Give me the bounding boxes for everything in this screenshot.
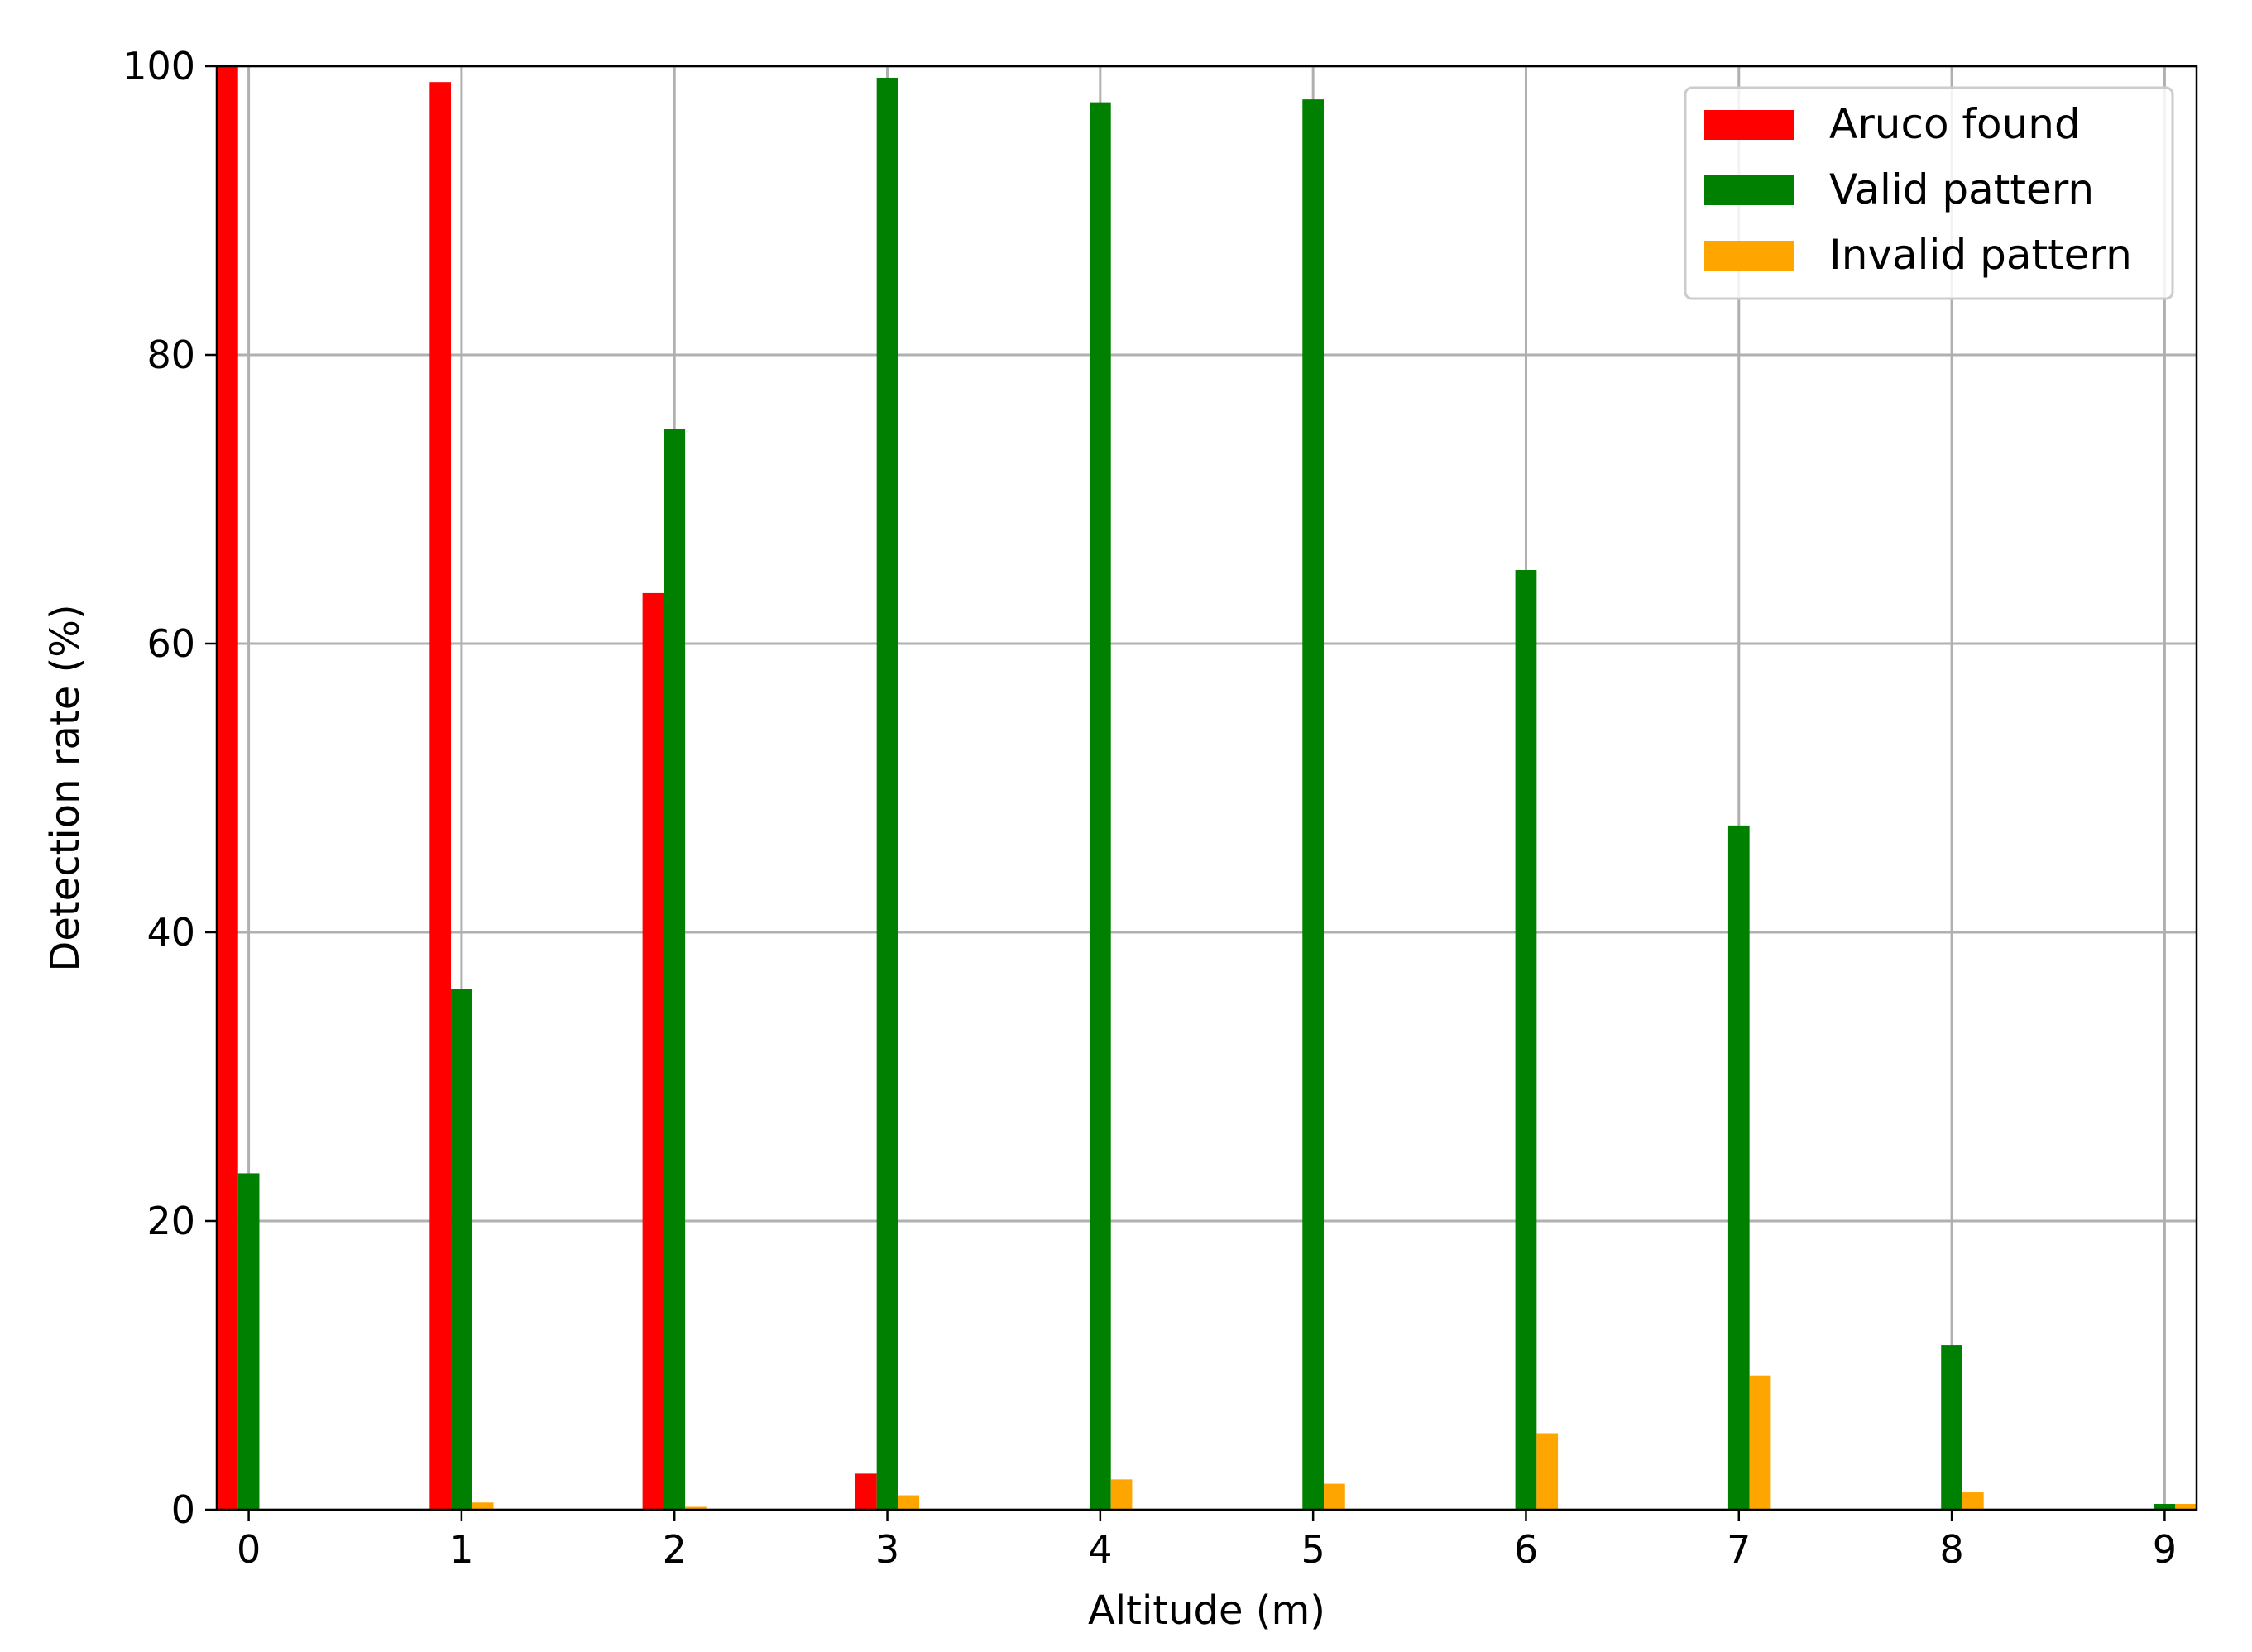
x-tick-label-7: 7 <box>1727 1527 1751 1572</box>
y-tick-label-20: 20 <box>146 1199 195 1243</box>
bar-invalid-pattern-9 <box>2175 1504 2197 1510</box>
x-tick-label-9: 9 <box>2153 1527 2177 1572</box>
legend-swatch-invalid-pattern <box>1704 241 1794 271</box>
y-axis-label: Detection rate (%) <box>42 604 89 971</box>
bar-aruco-found-0 <box>217 66 238 1510</box>
x-tick-label-0: 0 <box>237 1527 261 1572</box>
x-tick-label-8: 8 <box>1939 1527 1963 1572</box>
bar-invalid-pattern-3 <box>898 1495 920 1510</box>
bar-valid-pattern-6 <box>1515 570 1537 1510</box>
bar-invalid-pattern-5 <box>1324 1483 1345 1510</box>
x-tick-label-2: 2 <box>663 1527 687 1572</box>
bar-valid-pattern-2 <box>664 428 686 1510</box>
x-tick-label-6: 6 <box>1514 1527 1538 1572</box>
y-tick-label-100: 100 <box>122 44 195 89</box>
bar-invalid-pattern-2 <box>685 1506 707 1510</box>
x-axis-label: Altitude (m) <box>1088 1587 1325 1634</box>
bar-invalid-pattern-8 <box>1962 1492 1984 1510</box>
legend-swatch-aruco-found <box>1704 110 1794 140</box>
legend-swatch-valid-pattern <box>1704 175 1794 205</box>
y-tick-label-60: 60 <box>146 621 195 666</box>
bar-aruco-found-3 <box>855 1473 877 1510</box>
y-tick-label-80: 80 <box>146 333 195 377</box>
bar-invalid-pattern-7 <box>1749 1375 1771 1510</box>
bar-valid-pattern-4 <box>1089 102 1111 1510</box>
bar-valid-pattern-7 <box>1727 825 1750 1510</box>
legend-box <box>1684 86 2174 300</box>
legend-label-invalid-pattern: Invalid pattern <box>1829 231 2132 279</box>
plot-frame <box>215 65 2198 1511</box>
bar-valid-pattern-3 <box>876 77 898 1511</box>
bars <box>217 66 2197 1511</box>
x-tick-label-3: 3 <box>875 1527 899 1572</box>
bar-valid-pattern-1 <box>451 989 472 1510</box>
bar-invalid-pattern-4 <box>1110 1479 1133 1510</box>
bar-valid-pattern-5 <box>1302 99 1325 1510</box>
ticks: 0 1 2 3 4 5 6 7 8 9 0 20 40 60 80 100 <box>122 44 2177 1572</box>
legend: Aruco found Valid pattern Invalid pattern <box>1684 86 2174 300</box>
y-tick-label-0: 0 <box>171 1487 195 1532</box>
x-tick-label-1: 1 <box>449 1527 473 1572</box>
x-tick-label-4: 4 <box>1088 1527 1112 1572</box>
bar-valid-pattern-9 <box>2154 1504 2176 1510</box>
y-tick-label-40: 40 <box>146 910 195 955</box>
legend-label-aruco-found: Aruco found <box>1829 100 2081 148</box>
legend-label-valid-pattern: Valid pattern <box>1829 165 2094 213</box>
bar-valid-pattern-8 <box>1941 1345 1962 1510</box>
bar-invalid-pattern-1 <box>472 1502 494 1510</box>
bar-valid-pattern-0 <box>237 1173 260 1510</box>
bar-aruco-found-1 <box>429 82 452 1511</box>
bar-invalid-pattern-6 <box>1536 1433 1559 1510</box>
bar-aruco-found-2 <box>642 592 664 1510</box>
x-tick-label-5: 5 <box>1301 1527 1325 1572</box>
